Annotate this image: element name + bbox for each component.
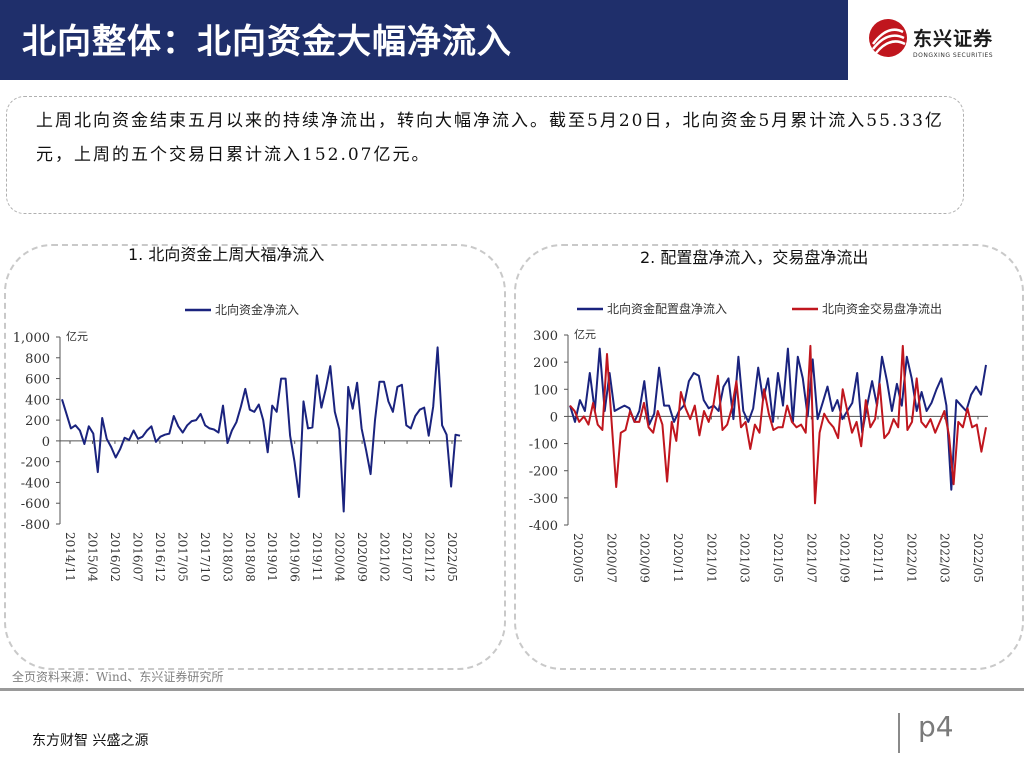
chart2-legend-label-0: 北向资金配置盘净流入: [607, 301, 727, 316]
chart1-x-tick-label: 2016/07: [130, 532, 144, 582]
chart1-x-tick-label: 2017/10: [198, 532, 212, 582]
chart2-x-tick-label: 2021/07: [804, 533, 818, 583]
chart1-x-tick-label: 2021/07: [400, 532, 414, 582]
chart1-x-tick-label: 2018/08: [243, 532, 257, 582]
chart1-y-tick-label: -400: [21, 476, 50, 491]
chart1-x-tick-label: 2021/02: [378, 532, 392, 582]
chart2-series-line-0: [569, 347, 987, 491]
chart1-x-tick-label: 2015/04: [85, 532, 99, 582]
chart2-x-tick-label: 2021/03: [738, 533, 752, 583]
chart1-x-tick-label: 2020/04: [333, 532, 347, 582]
chart1-y-tick-label: 400: [25, 393, 50, 408]
chart1-y-tick-label: 0: [42, 435, 50, 450]
chart2-legend-label-1: 北向资金交易盘净流出: [822, 301, 942, 316]
logo-name-cn: 东兴证券: [913, 28, 994, 50]
chart-panel-left: [4, 244, 506, 670]
chart2-x-tick-label: 2020/09: [638, 533, 652, 583]
chart1-y-tick-label: 800: [25, 352, 50, 367]
chart1-x-tick-label: 2021/12: [423, 532, 437, 582]
dongxing-logo-icon: [869, 19, 907, 57]
chart1-x-tick-label: 2019/01: [265, 532, 279, 582]
chart1-y-tick-label: -800: [21, 518, 50, 533]
chart2-x-tick-label: 2021/01: [704, 533, 718, 583]
chart2-x-tick-label: 2021/11: [871, 533, 885, 583]
chart2-y-tick-label: -200: [529, 465, 558, 480]
logo-name-en: DONGXING SECURITIES: [913, 52, 994, 59]
chart2-x-tick-label: 2022/01: [904, 533, 918, 583]
chart2-x-tick-label: 2022/03: [938, 533, 952, 583]
chart2-y-tick-label: 0: [550, 410, 558, 425]
chart1-legend-label-0: 北向资金净流入: [215, 302, 299, 317]
chart1-unit-label: 亿元: [66, 330, 88, 343]
chart2-series-line-1: [569, 344, 987, 505]
chart2-unit-label: 亿元: [574, 328, 596, 341]
chart2-title: 2. 配置盘净流入，交易盘净流出: [640, 248, 869, 267]
summary-text: 上周北向资金结束五月以来的持续净流出，转向大幅净流入。截至5月20日，北向资金5…: [36, 111, 944, 165]
page-separator: [898, 713, 900, 753]
chart1-x-tick-label: 2019/06: [288, 532, 302, 582]
source-note: 全页资料来源：Wind、东兴证券研究所: [12, 670, 224, 684]
chart2-y-tick-label: 300: [533, 329, 558, 344]
chart2-x-tick-label: 2020/11: [671, 533, 685, 583]
chart2-x-tick-label: 2020/07: [604, 533, 618, 583]
header-bar: 北向整体：北向资金大幅净流入: [0, 0, 848, 80]
chart1-y-tick-label: -200: [21, 456, 50, 471]
chart2-x-tick-label: 2020/05: [571, 533, 585, 583]
page-number: p4: [918, 710, 954, 743]
chart2-y-tick-label: -400: [529, 519, 558, 534]
summary-box: [6, 96, 964, 214]
chart1-x-tick-label: 2022/05: [445, 532, 459, 582]
chart1-y-tick-label: 200: [25, 414, 50, 429]
chart2-y-tick-label: -100: [529, 438, 558, 453]
chart2-y-tick-label: -300: [529, 492, 558, 507]
chart1-x-tick-label: 2017/05: [175, 532, 189, 582]
chart1-y-tick-label: 1,000: [13, 331, 50, 346]
chart2-y-tick-label: 200: [533, 356, 558, 371]
page-title: 北向整体：北向资金大幅净流入: [22, 22, 512, 62]
chart1-x-tick-label: 2020/09: [355, 532, 369, 582]
chart2-x-tick-label: 2021/09: [838, 533, 852, 583]
chart1-x-tick-label: 2016/12: [153, 532, 167, 582]
chart2-x-tick-label: 2021/05: [771, 533, 785, 583]
chart-panel-right: [514, 244, 1024, 670]
chart1-x-tick-label: 2014/11: [63, 532, 77, 582]
chart1-x-tick-label: 2018/03: [220, 532, 234, 582]
chart1-series-line-0: [61, 346, 461, 513]
footer-divider: [0, 688, 1024, 691]
chart2-y-tick-label: 100: [533, 383, 558, 398]
chart1-y-tick-label: -600: [21, 497, 50, 512]
chart1-x-tick-label: 2019/11: [310, 532, 324, 582]
footer-slogan: 东方财智 兴盛之源: [32, 733, 149, 749]
chart1-x-tick-label: 2016/02: [108, 532, 122, 582]
chart1-title: 1. 北向资金上周大福净流入: [128, 245, 325, 264]
chart2-x-tick-label: 2022/05: [971, 533, 985, 583]
chart1-y-tick-label: 600: [25, 373, 50, 388]
